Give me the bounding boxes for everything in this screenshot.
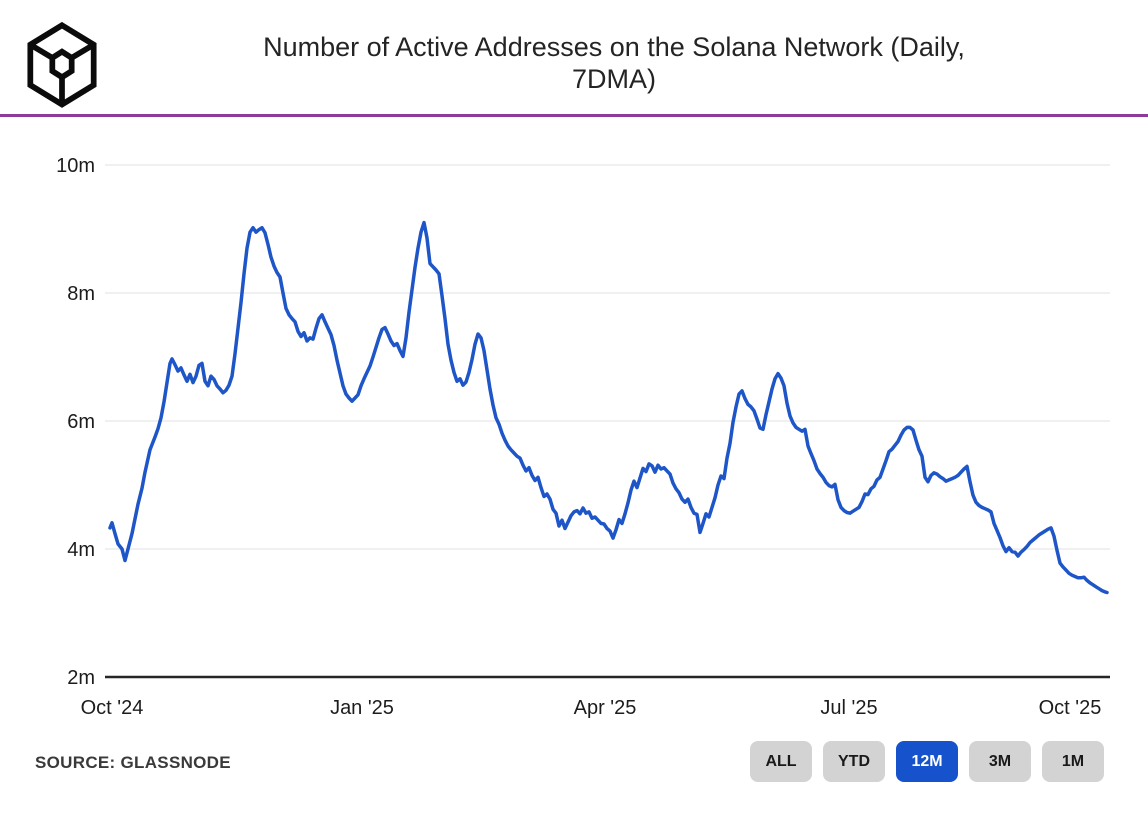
range-button-ytd[interactable]: YTD bbox=[823, 741, 885, 782]
page-title-line2: 7DMA) bbox=[571, 64, 656, 94]
svg-text:2m: 2m bbox=[67, 667, 95, 689]
svg-text:10m: 10m bbox=[56, 155, 95, 177]
range-button-all[interactable]: ALL bbox=[750, 741, 812, 782]
page-title: Number of Active Addresses on the Solana… bbox=[120, 31, 1108, 95]
time-range-selector: ALL YTD 12M 3M 1M bbox=[750, 741, 1104, 782]
range-button-1m[interactable]: 1M bbox=[1042, 741, 1104, 782]
svg-text:Oct '25: Oct '25 bbox=[1039, 697, 1102, 719]
header: Number of Active Addresses on the Solana… bbox=[0, 0, 1148, 118]
svg-text:6m: 6m bbox=[67, 411, 95, 433]
source-attribution: SOURCE: GLASSNODE bbox=[35, 753, 231, 772]
svg-text:Oct '24: Oct '24 bbox=[81, 697, 144, 719]
svg-text:Jan '25: Jan '25 bbox=[330, 697, 394, 719]
page-title-line1: Number of Active Addresses on the Solana… bbox=[263, 32, 965, 62]
range-button-3m[interactable]: 3M bbox=[969, 741, 1031, 782]
svg-text:Jul '25: Jul '25 bbox=[820, 697, 877, 719]
svg-text:Apr '25: Apr '25 bbox=[574, 697, 637, 719]
svg-text:8m: 8m bbox=[67, 283, 95, 305]
range-button-12m[interactable]: 12M bbox=[896, 741, 958, 782]
cube-logo-icon bbox=[27, 21, 97, 108]
svg-text:4m: 4m bbox=[67, 539, 95, 561]
title-divider bbox=[0, 114, 1148, 117]
